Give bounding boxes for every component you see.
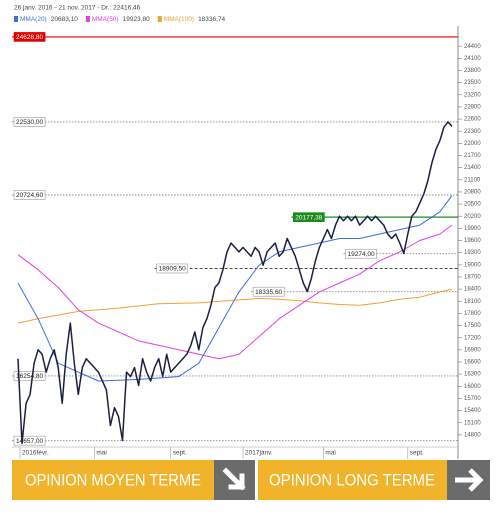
y-tick-label: 21100	[464, 177, 481, 183]
level-label-box	[156, 263, 189, 274]
legend-name: MMA(20)	[20, 16, 47, 23]
legend-value: 18336,74	[198, 16, 225, 23]
level-label-box	[13, 371, 46, 381]
y-tick-label: 23500	[464, 80, 481, 86]
level-label-text: 20177,38	[295, 214, 322, 221]
level-label-text: 18335,60	[255, 289, 282, 296]
y-tick-label: 17500	[464, 323, 481, 329]
button-label[interactable]: OPINION LONG TERME	[269, 470, 435, 489]
level-label-box	[13, 117, 46, 127]
level-label: 20177,38	[292, 212, 325, 222]
y-tick-label: 16600	[464, 360, 481, 366]
legend-value: 19923,80	[123, 16, 150, 23]
y-tick-label: 21400	[464, 165, 481, 171]
level-label-text: 24628,80	[16, 34, 43, 41]
y-tick-label: 22000	[464, 141, 481, 147]
y-tick-label: 20500	[464, 202, 481, 208]
x-tick-label: 2017janv.	[245, 450, 273, 457]
level-label: 14657,00	[13, 435, 46, 446]
level-label: 24628,80	[13, 32, 46, 42]
level-label-box	[13, 190, 46, 200]
legend-value: 20683,10	[51, 16, 78, 23]
level-label: 18335,60	[252, 286, 285, 297]
x-tick-label: mai	[325, 450, 335, 457]
y-tick-label: 16300	[464, 372, 481, 378]
level-label-text: 14657,00	[16, 438, 43, 445]
y-tick-label: 19900	[464, 226, 481, 232]
y-tick-label: 24400	[464, 44, 481, 50]
y-tick-label: 23800	[464, 68, 481, 74]
level-label: 20724,60	[13, 190, 46, 200]
level-label: 16254,80	[13, 371, 46, 381]
y-tick-label: 22900	[464, 105, 481, 111]
arrow-icon[interactable]	[222, 467, 246, 491]
y-tick-label: 18700	[464, 275, 481, 281]
level-label-box	[13, 435, 46, 446]
legend-swatch	[85, 16, 90, 22]
y-tick-label: 17200	[464, 335, 481, 341]
legend-name: MMA(50)	[92, 16, 119, 23]
y-tick-label: 19300	[464, 250, 481, 256]
x-tick-label: sept.	[173, 450, 187, 457]
button-label[interactable]: OPINION MOYEN TERME	[25, 470, 201, 489]
y-tick-label: 19600	[464, 238, 481, 244]
y-tick-label: 15100	[464, 420, 481, 426]
button[interactable]: OPINION MOYEN TERME	[12, 460, 255, 500]
y-tick-label: 20800	[464, 190, 481, 196]
y-tick-label: 17800	[464, 311, 481, 317]
level-label-box	[345, 248, 377, 259]
y-tick-label: 15400	[464, 408, 481, 414]
legend-name: MMA(100)	[164, 16, 194, 23]
level-label-box	[252, 286, 285, 297]
y-tick-label: 16000	[464, 384, 481, 390]
level-label-text: 22530,00	[16, 119, 43, 126]
x-tick-label: 2016févr.	[22, 450, 49, 457]
x-tick-label: sept.	[410, 450, 424, 457]
arrow-icon[interactable]	[455, 468, 484, 492]
level-label-box	[292, 212, 325, 222]
level-label-text: 19274,00	[347, 251, 374, 258]
y-tick-label: 24100	[464, 56, 481, 62]
level-label: 19274,00	[345, 248, 377, 259]
y-tick-label: 18400	[464, 287, 481, 293]
y-tick-label: 19000	[464, 262, 481, 268]
level-label-box	[13, 32, 46, 42]
moving-average-line	[17, 224, 453, 360]
chart-header: 26 janv. 2016 - 21 nov. 2017 - Dr.: 2241…	[14, 5, 141, 12]
y-tick-label: 23200	[464, 92, 481, 98]
y-tick-label: 22300	[464, 129, 481, 135]
y-tick-label: 15700	[464, 396, 481, 402]
price-line	[17, 121, 453, 445]
y-tick-label: 14800	[464, 432, 481, 438]
level-label-text: 16254,80	[16, 373, 43, 380]
level-label-text: 20724,60	[16, 192, 43, 199]
legend-swatch	[157, 16, 162, 22]
y-tick-label: 21700	[464, 153, 481, 159]
x-tick-label: mai	[96, 450, 106, 457]
button-body[interactable]	[258, 460, 447, 500]
legend-swatch	[14, 16, 18, 22]
level-label: 22530,00	[13, 117, 46, 127]
moving-average-line	[17, 288, 453, 324]
y-tick-label: 22600	[464, 117, 481, 123]
y-tick-label: 20200	[464, 214, 481, 220]
y-tick-label: 16900	[464, 347, 481, 353]
button[interactable]: OPINION LONG TERME	[258, 460, 490, 500]
level-label-text: 18909,50	[159, 266, 186, 273]
moving-average-line	[17, 195, 453, 382]
y-tick-label: 18100	[464, 299, 481, 305]
button-body[interactable]	[12, 460, 214, 500]
level-label: 18909,50	[156, 263, 189, 274]
